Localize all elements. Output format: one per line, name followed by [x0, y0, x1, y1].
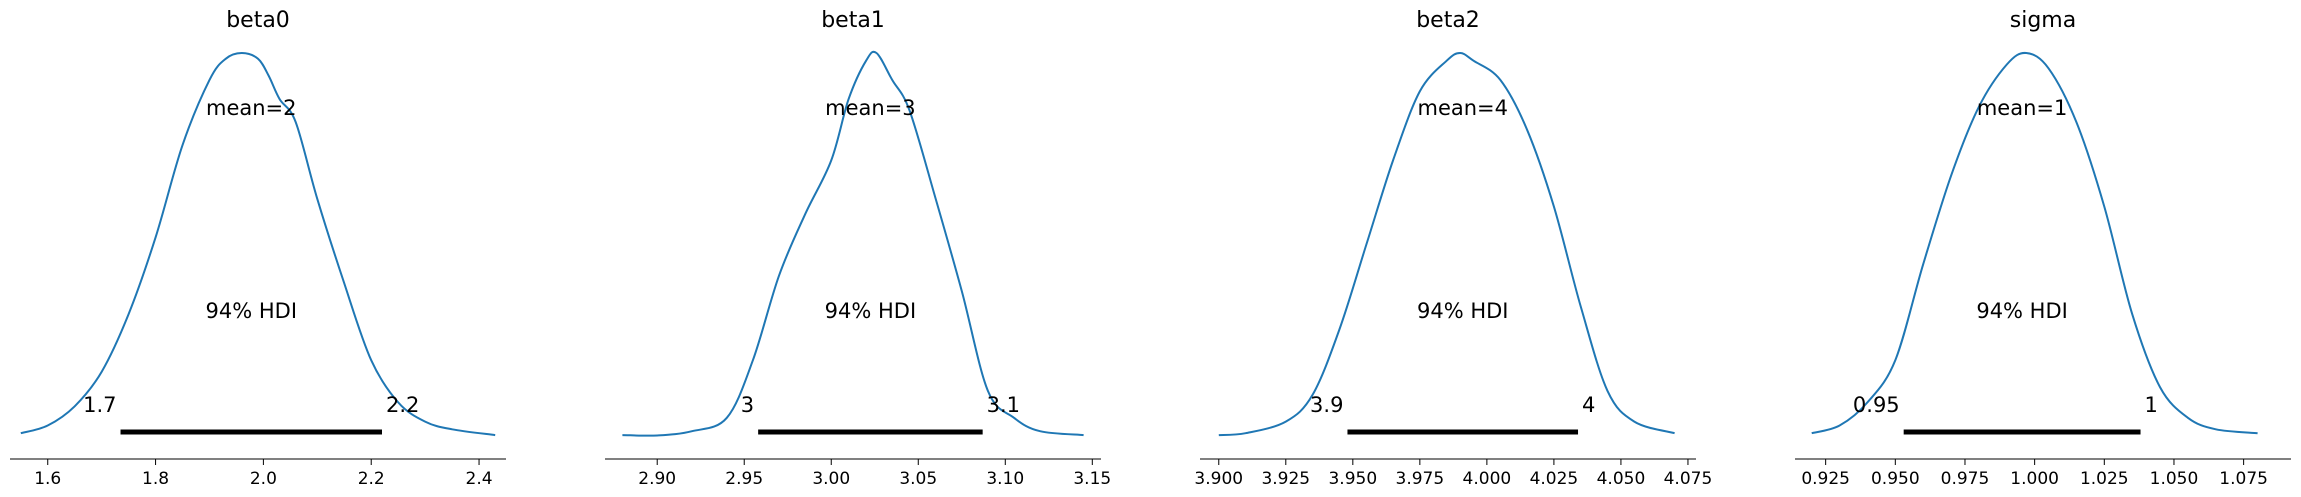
hdi-label: 94% HDI	[1976, 299, 2068, 323]
x-tick-label: 3.950	[1328, 469, 1377, 489]
x-tick-label: 4.075	[1664, 469, 1713, 489]
x-tick-label: 2.2	[358, 469, 385, 489]
x-tick-label: 0.950	[1871, 469, 1920, 489]
hdi-high-label: 4	[1582, 393, 1595, 417]
x-tick-label: 3.15	[1073, 469, 1111, 489]
mean-label: mean=3	[825, 96, 916, 120]
x-tick-label: 0.975	[1941, 469, 1990, 489]
density-curve	[20, 51, 496, 437]
panel-beta1: beta1 mean=3 94% HDI 3 3.1 2.90 2.95 3.00 3.05 3.…	[605, 8, 1111, 489]
x-tick-label: 1.000	[2010, 469, 2059, 489]
x-tick-label: 2.4	[466, 469, 493, 489]
x-tick-label: 3.05	[899, 469, 937, 489]
density-curve	[622, 50, 1084, 437]
hdi-low-label: 1.7	[83, 393, 116, 417]
panel-title: sigma	[2010, 8, 2076, 33]
x-tick-label: 2.0	[250, 469, 277, 489]
hdi-label: 94% HDI	[1417, 299, 1509, 323]
panel-title: beta2	[1416, 8, 1480, 33]
hdi-high-label: 1	[2145, 393, 2158, 417]
hdi-low-label: 3	[741, 393, 754, 417]
hdi-label: 94% HDI	[825, 299, 917, 323]
density-curve	[1218, 51, 1675, 437]
x-tick-label: 4.000	[1463, 469, 1512, 489]
x-tick-label: 3.10	[986, 469, 1024, 489]
x-tick-label: 1.075	[2219, 469, 2268, 489]
panel-beta2: beta2 mean=4 94% HDI 3.9 4 3.900 3.925 3.950 3.9…	[1194, 8, 1712, 489]
panel-sigma: sigma mean=1 94% HDI 0.95 1 0.925 0.950 0.975 1.…	[1795, 8, 2291, 489]
x-tick-label: 3.975	[1396, 469, 1445, 489]
x-tick-label: 3.900	[1194, 469, 1243, 489]
hdi-high-label: 2.2	[386, 393, 419, 417]
x-tick-label: 1.025	[2080, 469, 2129, 489]
hdi-high-label: 3.1	[987, 393, 1020, 417]
density-curve	[1811, 51, 2258, 435]
mean-label: mean=1	[1977, 96, 2068, 120]
x-tick-label: 2.95	[725, 469, 763, 489]
panel-beta0: beta0 mean=2 94% HDI 1.7 2.2 1.6 1.8 2.0 2.2 2.4	[10, 8, 506, 489]
panel-title: beta1	[821, 8, 885, 33]
x-tick-label: 1.050	[2150, 469, 2199, 489]
mean-label: mean=4	[1417, 96, 1508, 120]
hdi-low-label: 3.9	[1310, 393, 1343, 417]
x-tick-label: 4.025	[1530, 469, 1579, 489]
panel-title: beta0	[226, 8, 290, 33]
x-tick-label: 0.925	[1801, 469, 1850, 489]
mean-label: mean=2	[206, 96, 297, 120]
x-tick-label: 3.00	[812, 469, 850, 489]
hdi-low-label: 0.95	[1853, 393, 1900, 417]
hdi-label: 94% HDI	[206, 299, 298, 323]
x-tick-label: 1.6	[34, 469, 61, 489]
x-tick-label: 4.050	[1597, 469, 1646, 489]
x-tick-label: 1.8	[142, 469, 169, 489]
x-tick-label: 2.90	[638, 469, 676, 489]
x-tick-label: 3.925	[1261, 469, 1310, 489]
